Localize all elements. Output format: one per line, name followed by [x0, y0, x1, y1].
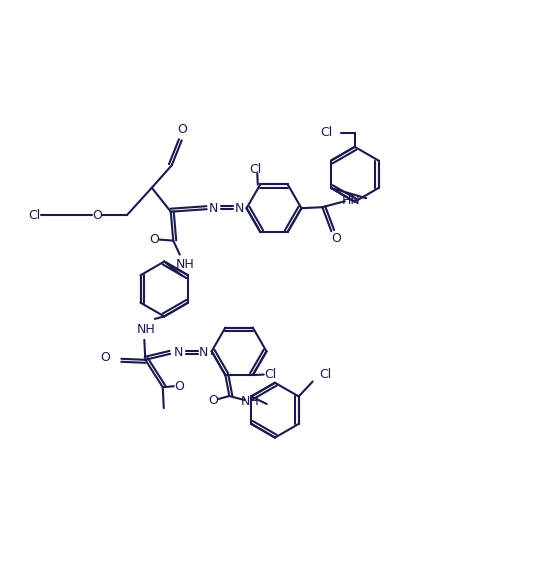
Text: O: O	[177, 123, 187, 136]
Text: O: O	[208, 393, 219, 406]
Text: O: O	[174, 380, 184, 393]
Text: O: O	[92, 208, 102, 221]
Text: N: N	[209, 202, 219, 215]
Text: Cl: Cl	[264, 368, 277, 381]
Text: N: N	[174, 346, 184, 359]
Text: Cl: Cl	[320, 368, 332, 381]
Text: Cl: Cl	[28, 208, 40, 221]
Text: HN: HN	[342, 194, 361, 207]
Text: N: N	[199, 346, 208, 359]
Text: O: O	[331, 232, 341, 245]
Text: Cl: Cl	[320, 127, 332, 140]
Text: O: O	[149, 233, 159, 246]
Text: N: N	[235, 202, 244, 215]
Text: NH: NH	[176, 258, 194, 271]
Text: NH: NH	[241, 394, 260, 407]
Text: Cl: Cl	[249, 163, 262, 176]
Text: O: O	[100, 351, 111, 364]
Text: NH: NH	[136, 323, 155, 336]
